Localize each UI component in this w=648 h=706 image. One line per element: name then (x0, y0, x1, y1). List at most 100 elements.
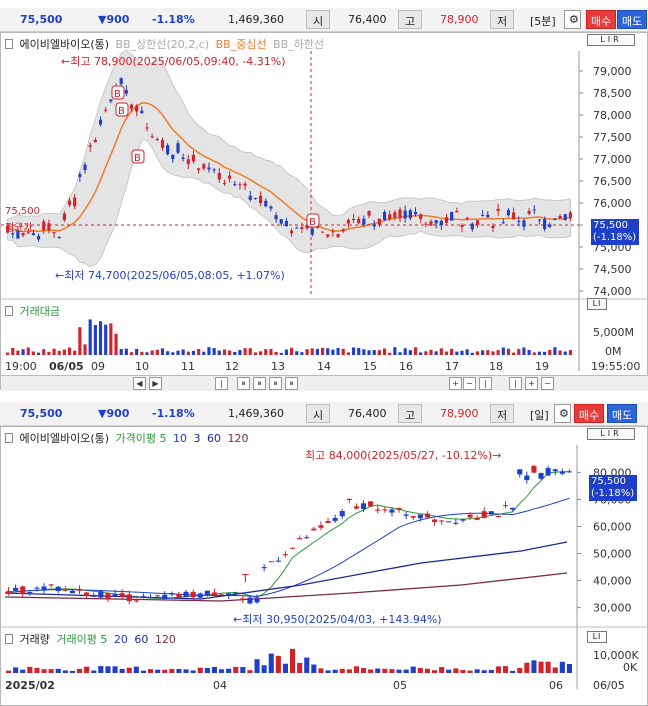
candle-body (129, 104, 134, 109)
volume-bar (254, 659, 260, 673)
candle-body (228, 175, 232, 179)
volume-bar (403, 669, 409, 673)
volume-bar (475, 351, 480, 355)
scroll-control-button[interactable]: − (463, 377, 476, 390)
volume-bar (339, 669, 345, 673)
x-tick-label: 19 (535, 360, 549, 373)
candle-body (233, 184, 237, 186)
scroll-control-button[interactable]: | (509, 377, 522, 390)
candle-body (417, 514, 423, 519)
candle-body (176, 593, 182, 598)
scroll-control-button[interactable]: ⏸ (237, 377, 250, 390)
volume-bar (524, 662, 530, 673)
volume-bar (243, 348, 247, 355)
scroll-control-button[interactable]: | (215, 377, 228, 390)
candle-body (238, 184, 242, 186)
volume-bar (150, 350, 154, 355)
candle-body (368, 501, 374, 507)
bollinger-band (7, 49, 571, 268)
candle-body (382, 211, 387, 220)
candle-body (481, 214, 485, 216)
chart2-stock-name: 에이비엘바이오(통) (19, 432, 110, 445)
candle-body (346, 498, 352, 500)
volume-bar (532, 352, 536, 355)
interval-selector[interactable]: [5분] (530, 15, 556, 28)
candle-body (563, 214, 567, 220)
volume-bar (114, 333, 118, 355)
volume-bar (351, 347, 356, 355)
chart1-scrollbar[interactable]: ◀ ▶ | ⏸ ⏸ ⏸ ⏸ + − | | + − (1, 375, 648, 391)
volume-bar (36, 352, 41, 355)
candle-body (311, 528, 317, 531)
candle-body (548, 224, 552, 227)
volume-bar (133, 666, 139, 673)
buy-button[interactable]: 매수 (586, 10, 617, 29)
candle-body (537, 219, 542, 221)
candle-body (320, 231, 325, 233)
volume-bar (78, 327, 82, 355)
candle-body (222, 182, 227, 184)
volume-bar (84, 666, 90, 673)
settings-gear-icon[interactable]: ⚙ (564, 10, 581, 29)
volume-bar (162, 669, 168, 673)
volume-bar (558, 350, 562, 355)
intraday-chart-svg: 79,000 78,500 78,000 77,500 77,000 76,500 76,0… (1, 49, 647, 373)
buy-signal-marker (115, 102, 129, 117)
candle-body (290, 547, 296, 549)
change-rate: -1.18% (152, 13, 195, 26)
scroll-control-button[interactable]: ⏸ (269, 377, 282, 390)
open-label: 시 (306, 10, 331, 29)
sub-panel-icon (5, 306, 13, 316)
volume-bar (545, 661, 551, 673)
scroll-control-button[interactable]: ⏸ (285, 377, 298, 390)
candle-body (62, 589, 68, 591)
candle-body (20, 586, 26, 594)
price-tag-rate: (-1.18%) (593, 232, 637, 243)
x-tick-label: 09 (91, 360, 105, 373)
volume-bar (460, 670, 466, 673)
scroll-control-button[interactable]: + (449, 377, 462, 390)
sell-button[interactable]: 매도 (617, 10, 648, 29)
settings-gear-icon-2[interactable]: ⚙ (554, 404, 571, 423)
volume-bar (104, 324, 108, 355)
volume-title: 거래량 (19, 633, 50, 646)
scroll-control-button[interactable]: ⏸ (253, 377, 266, 390)
candle-body (474, 517, 480, 520)
sell-button-2[interactable]: 매도 (607, 404, 638, 423)
candle-body (211, 592, 217, 596)
trend-marker-label: T (241, 572, 249, 585)
buy-signal-marker-label: B (309, 217, 316, 228)
candle-body (105, 593, 111, 599)
candle-body (124, 90, 128, 94)
buy-button-2[interactable]: 매수 (574, 404, 605, 423)
candle-body (501, 222, 505, 224)
scroll-control-button[interactable]: + (525, 377, 538, 390)
interval-selector-2[interactable]: [일] (530, 409, 549, 422)
legend-ma5: 가격이평 5 (115, 432, 167, 445)
volume-bar (269, 348, 273, 355)
scroll-control-button[interactable]: | (479, 377, 492, 390)
sub-lir-toggle-2[interactable]: LI (587, 631, 607, 643)
volume-bar (21, 349, 25, 355)
candle-body (219, 594, 225, 596)
volume-bar (98, 666, 104, 673)
scroll-control-button[interactable]: − (541, 377, 554, 390)
candle-body (166, 145, 170, 155)
volume-bar (191, 350, 196, 355)
volume-bar (222, 349, 227, 355)
volume-bar (353, 666, 359, 673)
lir-toggle-2[interactable]: LIR (587, 428, 635, 440)
x-tick-label: 05 (393, 679, 407, 692)
scroll-control-button[interactable]: ◀ (133, 377, 146, 390)
sub-lir-toggle[interactable]: LI (587, 298, 607, 310)
candle-body (248, 195, 252, 200)
volume-bar (261, 665, 267, 673)
sub-y-tick-label: 10,000K (593, 649, 639, 662)
price-change: ▼900 (98, 13, 130, 26)
lir-toggle[interactable]: LIR (587, 34, 635, 46)
scroll-control-button[interactable]: ▶ (149, 377, 162, 390)
candle-body (77, 588, 83, 591)
candle-body (310, 228, 314, 235)
volume-bar (377, 350, 381, 355)
candle-body (186, 159, 190, 164)
